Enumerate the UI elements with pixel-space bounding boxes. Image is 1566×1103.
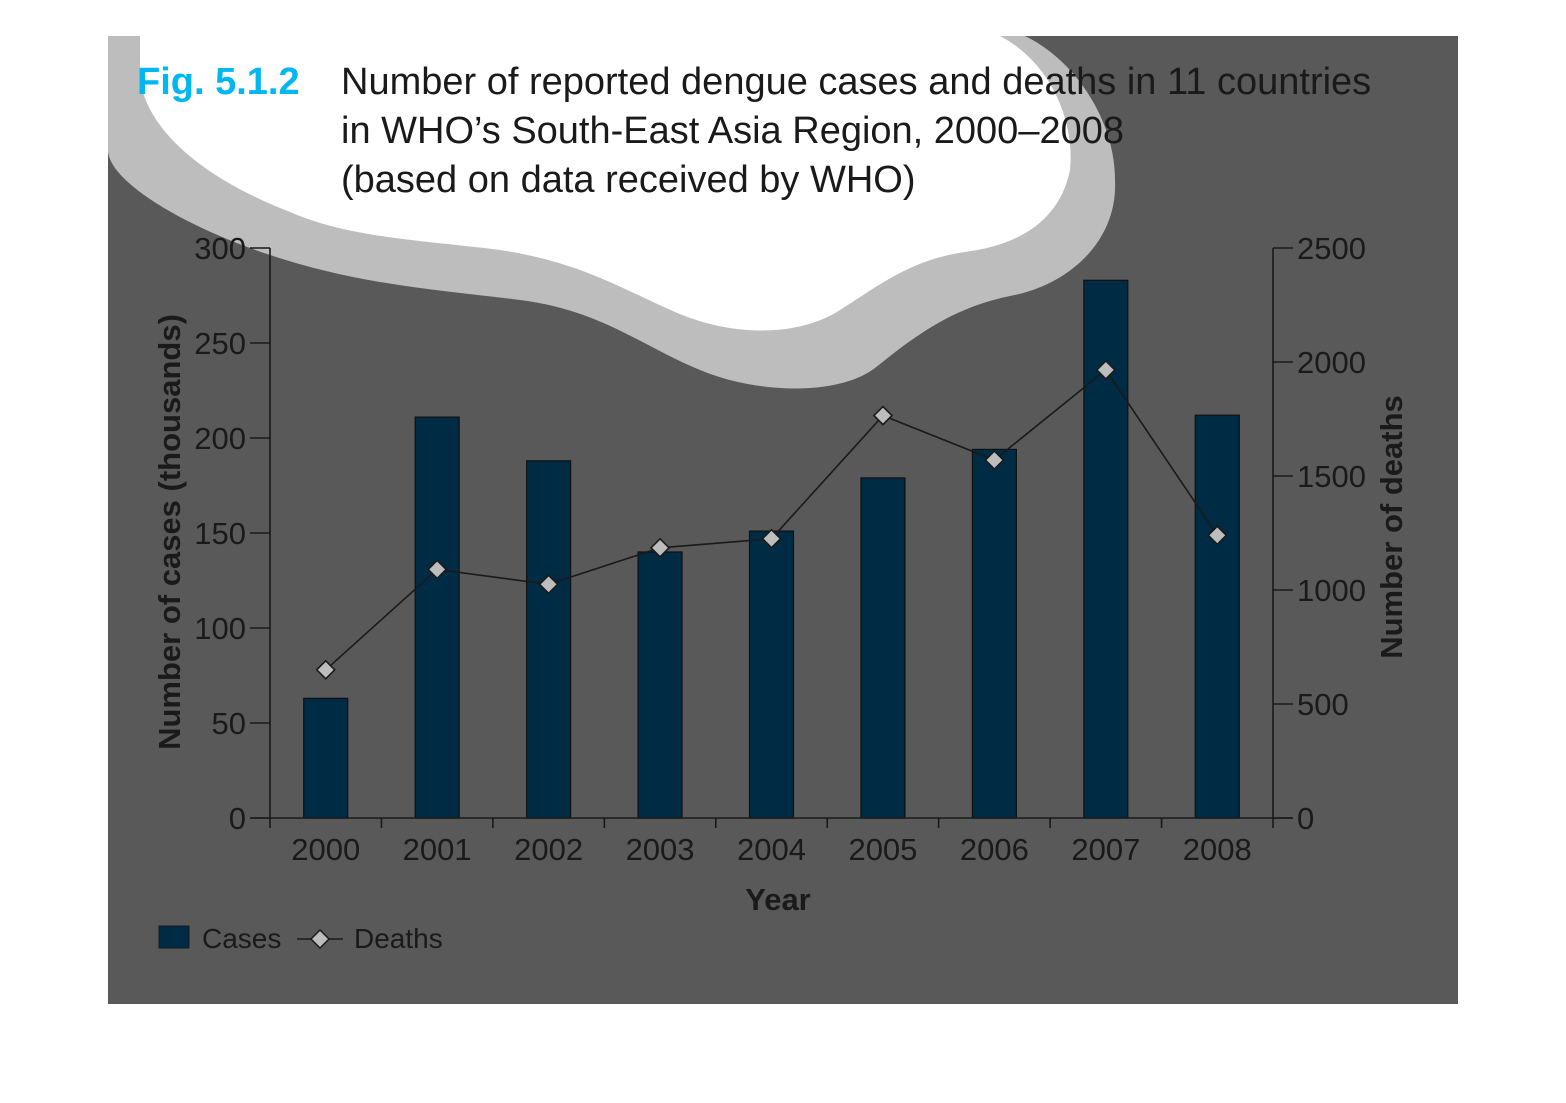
bar-cases-2001 <box>414 416 460 819</box>
x-tick-label-2006: 2006 <box>960 832 1029 867</box>
figure-title-line-2: in WHO’s South-East Asia Region, 2000–20… <box>341 110 1124 152</box>
y-tick-label-left-100: 100 <box>194 611 246 646</box>
point-deaths-2000 <box>315 659 336 680</box>
figure-label: Fig. 5.1.2 <box>137 61 300 103</box>
y-tick-label-right-2500: 2500 <box>1297 231 1366 266</box>
point-deaths-2003 <box>649 537 671 558</box>
point-deaths-2002 <box>538 574 559 595</box>
bar-cases-2006 <box>971 448 1017 819</box>
deaths-series <box>315 359 1228 680</box>
bar-cases-2003 <box>637 551 683 819</box>
legend: Cases Deaths <box>158 923 443 954</box>
point-deaths-2006 <box>984 449 1005 471</box>
x-tick-label-2005: 2005 <box>848 832 917 867</box>
bar-cases-2002 <box>526 460 572 819</box>
y-tick-label-left-300: 300 <box>194 231 246 266</box>
axes: 0 50 100 150 200 250 300 0 500 1000 1500 2000 2500 20… <box>194 231 1366 867</box>
point-deaths-2008 <box>1207 525 1228 546</box>
x-axis-title: Year <box>745 882 811 917</box>
legend-deaths-label: Deaths <box>354 923 443 954</box>
figure-title-line-1: Number of reported dengue cases and deat… <box>341 61 1371 103</box>
x-tick-label-2007: 2007 <box>1071 832 1140 867</box>
y-tick-label-right-1000: 1000 <box>1297 573 1366 608</box>
legend-cases-label: Cases <box>202 923 281 954</box>
legend-deaths-marker <box>309 928 331 950</box>
bar-cases-2004 <box>748 530 795 819</box>
x-tick-label-2004: 2004 <box>737 832 806 867</box>
point-deaths-2007 <box>1095 359 1116 381</box>
bar-cases-2005 <box>860 477 906 819</box>
point-deaths-2005 <box>872 405 894 426</box>
x-tick-label-2008: 2008 <box>1183 832 1252 867</box>
figure-title-line-3: (based on data received by WHO) <box>341 159 916 201</box>
y-tick-label-right-500: 500 <box>1297 687 1349 722</box>
legend-cases-swatch <box>158 925 190 949</box>
x-tick-label-2002: 2002 <box>514 832 583 867</box>
y-axis-title-left: Number of cases (thousands) <box>152 314 187 750</box>
y-tick-label-left-150: 150 <box>194 516 246 551</box>
y-axis-title-right: Number of deaths <box>1374 395 1409 659</box>
y-tick-label-right-1500: 1500 <box>1297 459 1366 494</box>
x-tick-label-2003: 2003 <box>626 832 695 867</box>
title-cloud-inner <box>140 36 1071 331</box>
y-tick-label-left-250: 250 <box>194 326 246 361</box>
point-deaths-2004 <box>761 528 782 549</box>
y-tick-label-left-200: 200 <box>194 421 246 456</box>
bar-cases-2008 <box>1194 414 1240 819</box>
x-tick-label-2000: 2000 <box>291 832 360 867</box>
y-tick-label-right-0: 0 <box>1297 801 1314 836</box>
y-tick-label-left-0: 0 <box>229 801 246 836</box>
y-tick-label-right-2000: 2000 <box>1297 345 1366 380</box>
bar-cases-2000 <box>303 697 349 819</box>
point-deaths-2001 <box>427 559 448 580</box>
y-tick-label-left-50: 50 <box>212 706 246 741</box>
x-tick-label-2001: 2001 <box>403 832 472 867</box>
